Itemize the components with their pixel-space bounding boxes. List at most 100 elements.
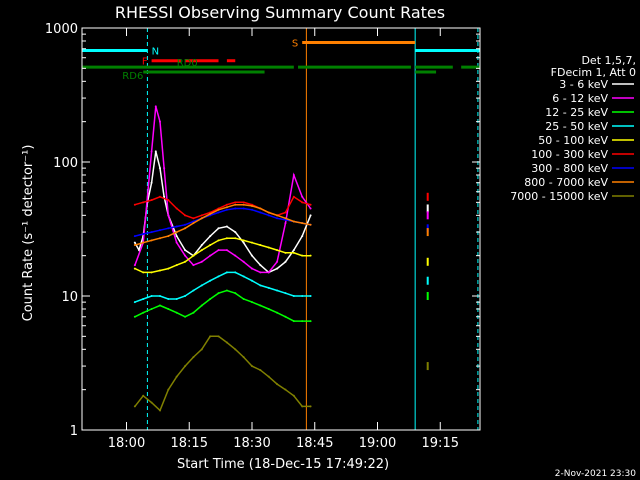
data-point bbox=[209, 297, 212, 300]
chart-title: RHESSI Observing Summary Count Rates bbox=[115, 3, 445, 22]
x-tick-label: 18:45 bbox=[296, 436, 333, 451]
data-point bbox=[142, 241, 145, 244]
data-point bbox=[192, 356, 195, 359]
series-line-3 bbox=[134, 271, 311, 303]
data-point bbox=[154, 105, 157, 108]
data-point bbox=[142, 201, 145, 204]
data-point bbox=[154, 150, 157, 153]
data-point bbox=[175, 231, 178, 234]
data-point bbox=[192, 264, 195, 267]
data-point bbox=[234, 348, 237, 351]
data-point bbox=[292, 251, 295, 254]
flag-label-rd0: RD0 bbox=[177, 58, 198, 69]
data-point bbox=[284, 217, 287, 220]
data-point bbox=[259, 284, 262, 287]
legend-label-0: 3 - 6 keV bbox=[559, 78, 608, 91]
data-point bbox=[309, 207, 312, 210]
data-point bbox=[175, 235, 178, 238]
data-point bbox=[250, 365, 253, 368]
data-point bbox=[150, 307, 153, 310]
data-point bbox=[276, 260, 279, 263]
data-point bbox=[225, 341, 228, 344]
data-point bbox=[267, 286, 270, 289]
flag-label-rd6: RD6 bbox=[122, 71, 143, 82]
data-point bbox=[184, 254, 187, 257]
data-point bbox=[167, 267, 170, 270]
data-point bbox=[276, 383, 279, 386]
legend-label-1: 6 - 12 keV bbox=[552, 92, 608, 105]
data-point bbox=[167, 307, 170, 310]
data-point bbox=[167, 227, 170, 230]
data-point bbox=[242, 201, 245, 204]
data-point bbox=[242, 260, 245, 263]
data-point bbox=[167, 235, 170, 238]
data-point bbox=[200, 304, 203, 307]
data-point bbox=[234, 201, 237, 204]
data-point bbox=[158, 304, 161, 307]
data-point bbox=[209, 279, 212, 282]
data-point bbox=[158, 237, 161, 240]
data-point bbox=[133, 405, 136, 408]
data-point bbox=[284, 260, 287, 263]
data-point bbox=[209, 254, 212, 257]
data-point bbox=[309, 223, 312, 226]
data-point bbox=[242, 207, 245, 210]
data-point bbox=[209, 212, 212, 215]
data-point bbox=[192, 289, 195, 292]
data-point bbox=[276, 267, 279, 270]
data-point bbox=[175, 225, 178, 228]
data-point bbox=[142, 271, 145, 274]
data-point bbox=[292, 394, 295, 397]
data-point bbox=[284, 211, 287, 214]
data-point bbox=[267, 246, 270, 249]
data-point bbox=[209, 335, 212, 338]
data-point bbox=[142, 394, 145, 397]
data-point bbox=[309, 320, 312, 323]
data-point bbox=[142, 297, 145, 300]
data-point bbox=[158, 229, 161, 232]
series-line-5 bbox=[134, 195, 311, 220]
data-point bbox=[267, 211, 270, 214]
x-axis-label: Start Time (18-Dec-15 17:49:22) bbox=[177, 457, 389, 472]
data-point bbox=[301, 195, 304, 198]
data-point bbox=[200, 244, 203, 247]
legend-label-8: 7000 - 15000 keV bbox=[510, 190, 608, 203]
data-point bbox=[150, 199, 153, 202]
data-point bbox=[267, 271, 270, 274]
data-point bbox=[175, 311, 178, 314]
data-point bbox=[250, 301, 253, 304]
data-point bbox=[150, 239, 153, 242]
data-point bbox=[225, 271, 228, 274]
data-point bbox=[259, 207, 262, 210]
data-point bbox=[259, 211, 262, 214]
data-point bbox=[167, 199, 170, 202]
series-line-6 bbox=[134, 207, 311, 237]
data-point bbox=[133, 267, 136, 270]
data-point bbox=[133, 315, 136, 318]
data-point bbox=[158, 295, 161, 297]
footer-date: 2-Nov-2021 23:30 bbox=[555, 469, 637, 479]
data-point bbox=[150, 295, 153, 297]
data-point bbox=[217, 275, 220, 278]
data-point bbox=[250, 208, 253, 211]
data-point bbox=[133, 244, 136, 247]
x-tick-label: 18:00 bbox=[108, 436, 145, 451]
series-line-2 bbox=[134, 289, 311, 322]
flag-label-n: N bbox=[152, 46, 159, 57]
data-point bbox=[259, 271, 262, 274]
data-point bbox=[250, 279, 253, 282]
data-point bbox=[150, 401, 153, 404]
data-point bbox=[175, 264, 178, 267]
data-point bbox=[292, 173, 295, 176]
data-point bbox=[200, 217, 203, 220]
data-point bbox=[242, 356, 245, 359]
data-point bbox=[192, 254, 195, 257]
data-point bbox=[250, 254, 253, 257]
data-point bbox=[309, 214, 312, 217]
data-point bbox=[209, 244, 212, 247]
series-line-8 bbox=[134, 335, 311, 412]
data-point bbox=[242, 203, 245, 206]
data-point bbox=[284, 251, 287, 254]
